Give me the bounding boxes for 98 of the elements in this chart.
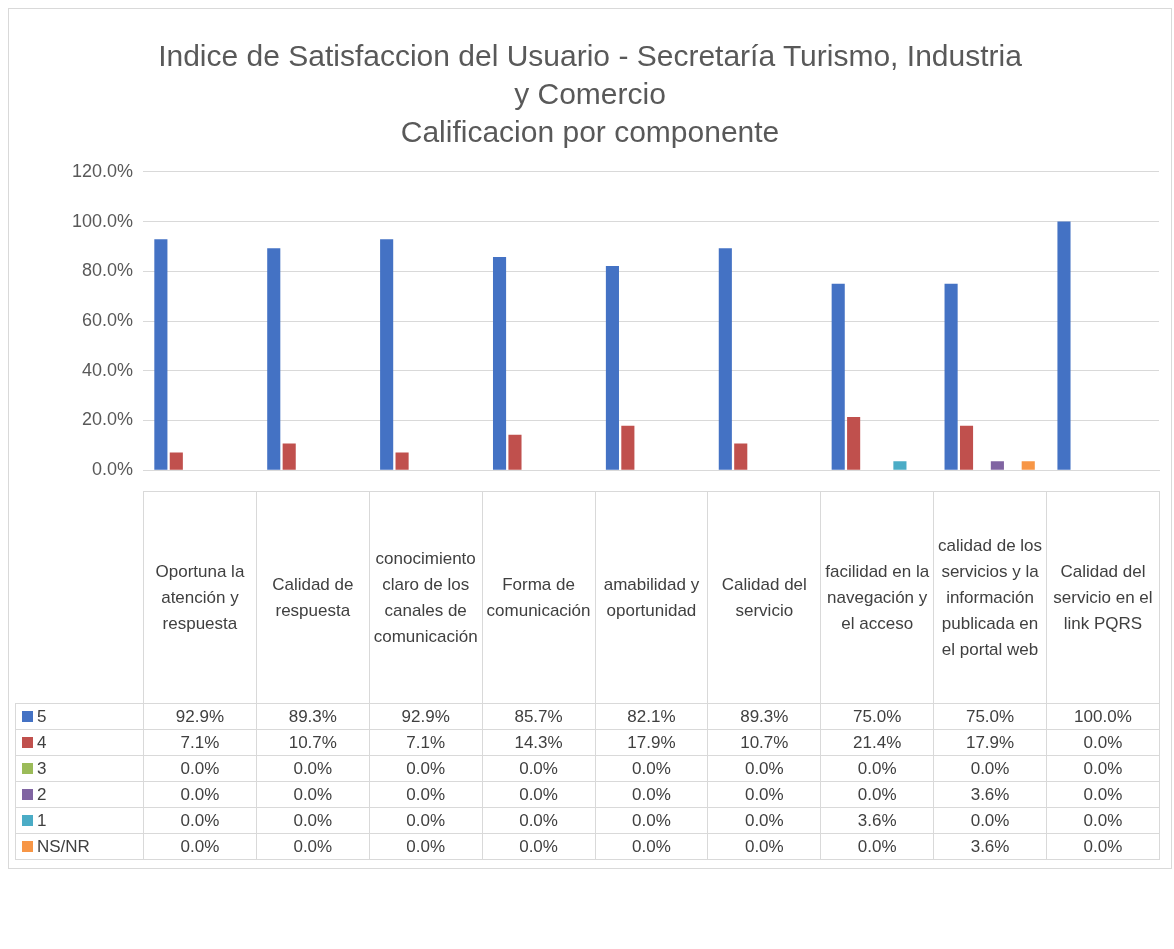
x-tick-label: amabilidad y oportunidad (595, 491, 708, 704)
data-label: 0.0% (369, 755, 483, 782)
data-label: 0.0% (143, 755, 257, 782)
data-label: 0.0% (143, 833, 257, 860)
data-label: 75.0% (820, 703, 934, 730)
data-label: 0.0% (143, 807, 257, 834)
data-label: 7.1% (143, 729, 257, 756)
data-label: 0.0% (595, 833, 708, 860)
data-label: 0.0% (482, 781, 595, 808)
x-tick-label: Forma de comunicación (482, 491, 595, 704)
data-label: 75.0% (933, 703, 1047, 730)
data-label: 0.0% (595, 781, 708, 808)
bar (169, 452, 183, 470)
data-label: 0.0% (369, 781, 483, 808)
data-label: 0.0% (256, 755, 370, 782)
x-tick-label: calidad de los servicios y la información publicada en el portal web (933, 491, 1047, 704)
legend-label: 3 (37, 758, 47, 778)
data-label: 0.0% (595, 807, 708, 834)
data-label: 92.9% (143, 703, 257, 730)
bar (990, 461, 1004, 470)
data-label: 92.9% (369, 703, 483, 730)
data-label: 0.0% (1046, 833, 1160, 860)
bar (718, 248, 732, 470)
bar (847, 416, 861, 470)
bar (734, 443, 748, 470)
data-label: 0.0% (143, 781, 257, 808)
data-label: 0.0% (595, 755, 708, 782)
data-label: 7.1% (369, 729, 483, 756)
legend-label: NS/NR (37, 836, 90, 856)
y-tick-label: 80.0% (81, 260, 133, 281)
bar (395, 452, 409, 470)
data-label: 21.4% (820, 729, 934, 756)
bar (492, 257, 507, 470)
data-label: 0.0% (707, 807, 821, 834)
data-label: 17.9% (933, 729, 1047, 756)
x-tick-label: Calidad de respuesta (256, 491, 370, 704)
bar (621, 425, 635, 470)
x-tick-label: Calidad del servicio en el link PQRS (1046, 491, 1160, 704)
data-label: 0.0% (482, 807, 595, 834)
legend-label: 5 (37, 706, 47, 726)
y-tick-label: 60.0% (81, 309, 133, 330)
chart-title: Indice de Satisfaccion del Usuario - Secretaría Turismo, Industria y Comercio (157, 38, 1023, 112)
data-label: 0.0% (707, 755, 821, 782)
data-label: 14.3% (482, 729, 595, 756)
data-label: 3.6% (933, 833, 1047, 860)
data-label: 89.3% (707, 703, 821, 730)
data-label: 3.6% (820, 807, 934, 834)
data-label: 85.7% (482, 703, 595, 730)
data-label: 0.0% (820, 755, 934, 782)
data-label: 89.3% (256, 703, 370, 730)
legend-label: 4 (37, 732, 47, 752)
bar (831, 283, 845, 470)
data-label: 0.0% (482, 833, 595, 860)
data-label: 0.0% (256, 807, 370, 834)
data-label: 0.0% (369, 807, 483, 834)
data-label: 0.0% (1046, 807, 1160, 834)
data-label: 0.0% (820, 833, 934, 860)
legend-label: 2 (37, 784, 47, 804)
y-tick-label: 0.0% (91, 459, 133, 480)
data-label: 0.0% (707, 833, 821, 860)
bar (959, 425, 974, 470)
y-tick-label: 20.0% (81, 409, 133, 430)
y-tick-label: 100.0% (71, 210, 133, 231)
bar (154, 239, 168, 470)
legend-label: 1 (37, 810, 47, 830)
bar (944, 283, 958, 470)
y-tick-label: 40.0% (81, 359, 133, 380)
data-label: 10.7% (256, 729, 370, 756)
data-label: 0.0% (482, 755, 595, 782)
data-label: 0.0% (369, 833, 483, 860)
data-label: 10.7% (707, 729, 821, 756)
x-tick-label: Oportuna la atención y respuesta (143, 491, 257, 704)
bar (282, 443, 296, 470)
chart-subtitle: Calificacion por componente (399, 114, 781, 150)
bar (508, 434, 522, 470)
data-label: 0.0% (707, 781, 821, 808)
data-label: 0.0% (1046, 755, 1160, 782)
y-tick-label: 120.0% (71, 160, 133, 181)
data-label: 0.0% (1046, 781, 1160, 808)
data-label: 0.0% (1046, 729, 1160, 756)
bar (267, 248, 281, 470)
x-tick-label: facilidad en la navegación y el acceso (820, 491, 934, 704)
data-label: 0.0% (256, 833, 370, 860)
x-tick-label: conocimiento claro de los canales de comunicación (369, 491, 483, 704)
x-tick-label: Calidad del servicio (707, 491, 821, 704)
bar (1057, 221, 1071, 470)
bar (893, 461, 907, 470)
data-label: 100.0% (1046, 703, 1160, 730)
data-label: 0.0% (820, 781, 934, 808)
data-label: 0.0% (933, 807, 1047, 834)
bar (1021, 461, 1035, 470)
data-label: 17.9% (595, 729, 708, 756)
data-label: 0.0% (933, 755, 1047, 782)
bar (605, 266, 619, 470)
data-label: 82.1% (595, 703, 708, 730)
data-label: 3.6% (933, 781, 1047, 808)
data-label: 0.0% (256, 781, 370, 808)
bar (380, 239, 394, 470)
